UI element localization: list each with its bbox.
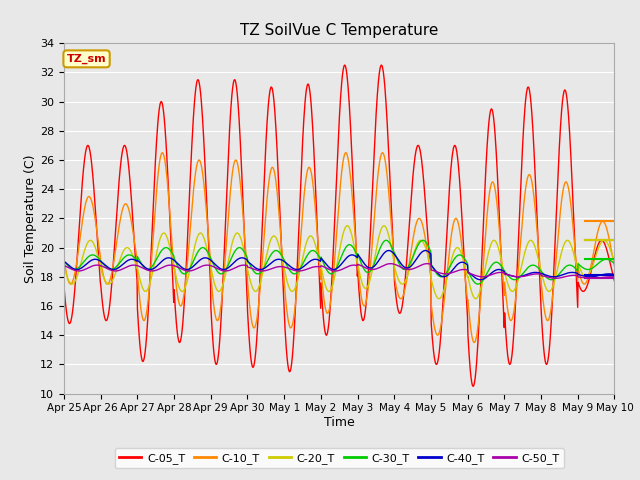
Y-axis label: Soil Temperature (C): Soil Temperature (C) [24, 154, 37, 283]
Title: TZ SoilVue C Temperature: TZ SoilVue C Temperature [240, 23, 438, 38]
Legend: C-05_T, C-10_T, C-20_T, C-30_T, C-40_T, C-50_T: C-05_T, C-10_T, C-20_T, C-30_T, C-40_T, … [115, 448, 564, 468]
Text: TZ_sm: TZ_sm [67, 54, 106, 64]
X-axis label: Time: Time [324, 416, 355, 429]
